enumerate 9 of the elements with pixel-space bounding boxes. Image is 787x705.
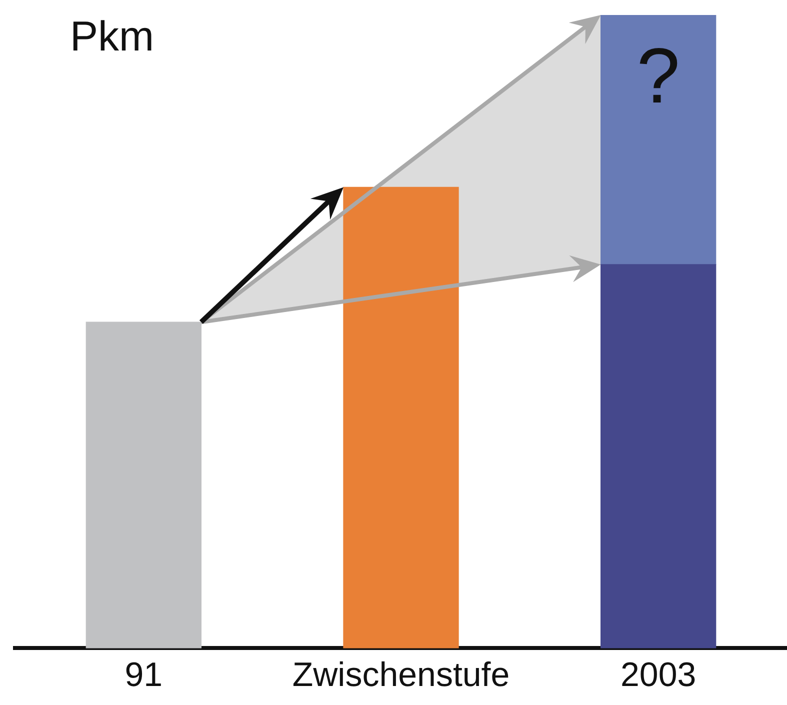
bar	[86, 322, 202, 648]
bar	[600, 15, 716, 265]
bar	[343, 186, 459, 648]
x-tick-label: 2003	[620, 656, 696, 694]
x-tick-label: 91	[124, 656, 163, 694]
bar	[600, 264, 716, 648]
y-axis-title: Pkm	[70, 12, 154, 60]
x-tick-label: Zwischenstufe	[292, 656, 510, 694]
annotation: ?	[636, 32, 680, 120]
